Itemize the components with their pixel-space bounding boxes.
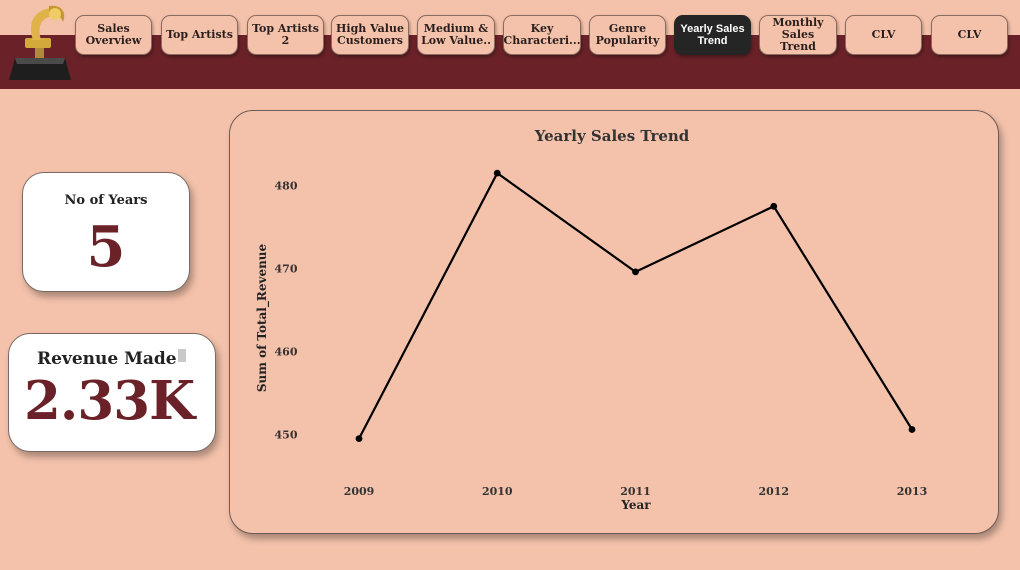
revenue-mini-bar-icon <box>178 349 186 362</box>
nav-button-8[interactable]: Yearly Sales Trend <box>674 15 751 55</box>
years-kpi-title: No of Years <box>64 193 148 208</box>
nav-label-line: Top Artists <box>166 28 233 41</box>
data-point-2011[interactable] <box>632 268 639 276</box>
nav-button-label: Genre Popularity <box>596 23 660 47</box>
nav-button-2[interactable]: Top Artists <box>161 15 238 55</box>
nav-button-6[interactable]: Key Characteri... <box>503 15 581 55</box>
nav-label-line: High Value <box>336 22 404 35</box>
nav-button-label: Top Artists <box>166 29 233 41</box>
nav-button-label: Monthly Sales Trend <box>763 17 833 53</box>
revenue-kpi-title: Revenue Made <box>37 349 177 369</box>
nav-button-label: CLV <box>958 29 982 41</box>
nav-label-line: CLV <box>957 28 982 41</box>
data-point-2013[interactable] <box>908 426 916 433</box>
grammy-trophy-icon <box>9 5 71 80</box>
data-point-2010[interactable] <box>493 169 501 177</box>
series-line <box>358 171 913 440</box>
y-tick-label: 460 <box>275 346 298 359</box>
nav-label-line: CLV <box>871 28 896 41</box>
nav-label-line: Low Value.. <box>421 34 491 47</box>
nav-button-1[interactable]: Sales Overview <box>75 15 152 55</box>
nav-label-line: Key <box>530 22 554 35</box>
nav-button-label: High Value Customers <box>336 23 404 47</box>
nav-button-9[interactable]: Monthly Sales Trend <box>759 15 837 55</box>
chart-title: Yearly Sales Trend <box>534 127 690 145</box>
nav-label-line: Medium & <box>423 22 489 35</box>
nav-button-label: CLV <box>872 29 896 41</box>
nav-label-line: Trend <box>697 35 728 47</box>
nav-label-line: Monthly <box>772 16 824 29</box>
nav-label-line: Sales Trend <box>780 28 816 53</box>
nav-label-line: Characteri... <box>503 34 581 47</box>
nav-label-line: Popularity <box>595 34 660 47</box>
nav-label-line: Sales <box>97 22 130 35</box>
nav-button-label: Top Artists 2 <box>251 23 320 47</box>
nav-button-label: Sales Overview <box>86 23 142 47</box>
years-kpi-value: 5 <box>86 214 126 280</box>
nav-button-7[interactable]: Genre Popularity <box>589 15 666 55</box>
y-tick-label: 450 <box>275 428 298 441</box>
x-tick-label: 2012 <box>758 485 789 498</box>
nav-button-5[interactable]: Medium & Low Value.. <box>417 15 495 55</box>
x-tick-label: 2010 <box>482 485 513 498</box>
y-axis-label: Sum of Total_Revenue <box>255 243 270 392</box>
nav-label-line: Customers <box>336 34 403 47</box>
nav-button-10[interactable]: CLV <box>845 15 922 55</box>
nav-button-3[interactable]: Top Artists 2 <box>247 15 324 55</box>
x-tick-label: 2011 <box>620 485 651 498</box>
yearly-sales-line-chart: Yearly Sales Trend 450 460 470 480 2009 2010… <box>255 127 928 512</box>
y-tick-label: 480 <box>275 180 298 193</box>
data-point-2012[interactable] <box>770 202 778 210</box>
revenue-kpi-card: Revenue Made 2.33K <box>8 333 216 452</box>
nav-button-4[interactable]: High Value Customers <box>331 15 409 55</box>
x-tick-label: 2009 <box>344 485 375 498</box>
nav-label-line: Overview <box>85 34 142 47</box>
nav-button-label: Medium & Low Value.. <box>421 23 491 47</box>
data-point-2009[interactable] <box>355 435 363 443</box>
revenue-kpi-value: 2.33K <box>24 370 195 432</box>
years-kpi-card: No of Years 5 <box>22 172 190 292</box>
x-axis-label: Year <box>620 498 651 512</box>
nav-button-label: Key Characteri... <box>503 22 581 47</box>
x-tick-label: 2013 <box>897 485 928 498</box>
nav-button-11[interactable]: CLV <box>931 15 1008 55</box>
nav-label-line: Genre <box>608 22 647 35</box>
y-tick-label: 470 <box>275 263 298 276</box>
nav-label-line: Yearly Sales <box>680 23 745 35</box>
nav-button-label: Yearly Sales Trend <box>680 23 744 47</box>
nav-label-line: Top Artists 2 <box>252 22 319 47</box>
chart-card <box>229 110 999 534</box>
